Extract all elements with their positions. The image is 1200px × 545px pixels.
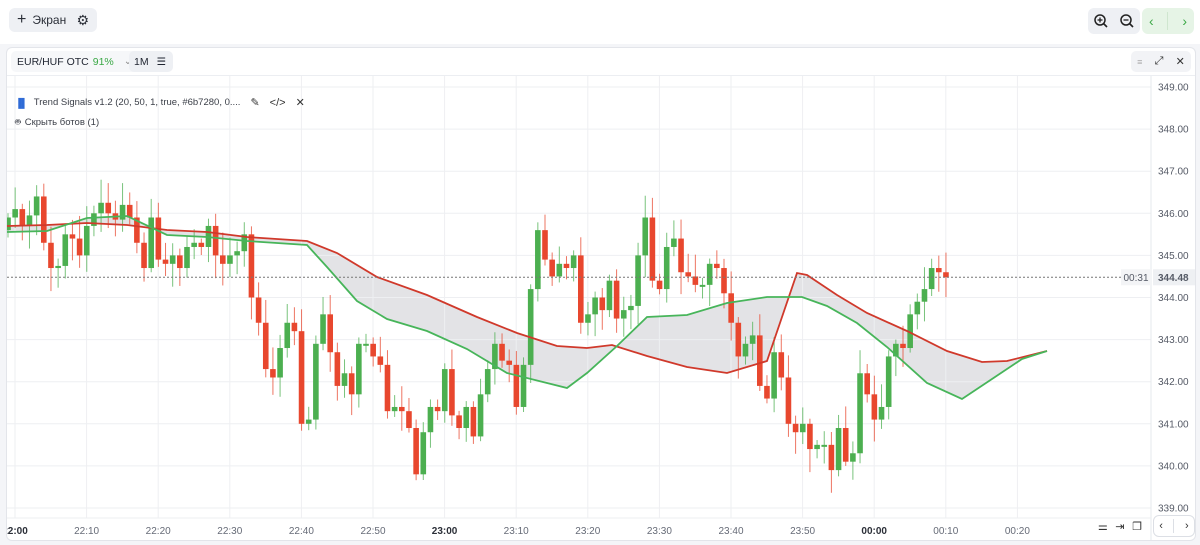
svg-text:343.00: 343.00 [1158,335,1189,346]
symbol-name: EUR/HUF OTC [17,55,89,68]
divider [1167,12,1169,30]
symbol-selector[interactable]: EUR/HUF OTC 91% ⌄ [11,51,139,72]
svg-text:348.00: 348.00 [1158,125,1189,136]
add-screen-label: Экран [32,13,67,27]
timeframe-selector[interactable]: 1M ☰ [129,51,173,72]
gear-icon[interactable]: ⚙ [76,11,89,28]
indicator-label: Trend Signals v1.2 (20, 50, 1, true, #6b… [33,97,241,108]
chart-nav-controls: ‹ › [1142,8,1194,34]
menu-icon: ☰ [156,55,167,68]
svg-text:00:31: 00:31 [1123,273,1148,284]
hide-bots-toggle[interactable]: 🤖︎ Скрыть ботов (1) [15,115,99,129]
svg-text:23:00: 23:00 [432,526,458,537]
remove-indicator-icon[interactable]: ✕ [295,97,305,109]
svg-text:22:00: 22:00 [7,526,28,537]
zoom-in-icon[interactable] [1093,13,1109,29]
chart-panel: 349.00 348.00 347.00 346.00 345.00 344.00 343.… [6,47,1196,541]
svg-text:342.00: 342.00 [1158,377,1189,388]
svg-text:00:00: 00:00 [861,526,887,537]
svg-text:344.00: 344.00 [1158,293,1189,304]
svg-text:341.00: 341.00 [1158,419,1189,430]
svg-text:23:40: 23:40 [718,526,743,537]
indicator-legend: ▐▌ Trend Signals v1.2 (20, 50, 1, true, … [15,96,305,110]
timeframe-label: 1M [134,55,149,68]
plus-icon: + [17,11,27,28]
svg-text:00:10: 00:10 [933,526,958,537]
svg-text:344.48: 344.48 [1158,273,1189,284]
scroll-to-end-icon[interactable]: ⇥ [1115,520,1125,533]
zoom-out-icon[interactable] [1119,13,1135,29]
svg-text:23:50: 23:50 [790,526,815,537]
svg-text:23:20: 23:20 [575,526,600,537]
expand-icon[interactable]: ⤢ [1154,55,1164,67]
hide-bots-label: Скрыть ботов (1) [24,116,100,128]
svg-text:345.00: 345.00 [1158,251,1189,262]
zoom-controls [1088,8,1140,34]
svg-text:22:30: 22:30 [217,526,242,537]
close-icon[interactable]: ✕ [1175,56,1185,68]
svg-text:22:50: 22:50 [360,526,385,537]
payout-percent: 91% [92,55,114,68]
svg-text:339.00: 339.00 [1158,504,1189,515]
svg-text:22:20: 22:20 [146,526,171,537]
list-icon[interactable]: ≡ [1137,56,1143,67]
svg-text:23:30: 23:30 [647,526,672,537]
indicator-chart-icon: ▐▌ [15,97,28,108]
svg-text:22:10: 22:10 [74,526,99,537]
scroll-right-icon[interactable]: › [1185,520,1189,532]
svg-text:22:40: 22:40 [289,526,314,537]
chevron-left-icon[interactable]: ‹ [1148,13,1154,29]
panel-tools: ≡ ⤢ ✕ [1131,51,1191,72]
chevron-down-icon: ⌄ [123,56,133,67]
settings-sliders-icon[interactable]: ⚌ [1097,520,1108,533]
svg-text:347.00: 347.00 [1158,167,1189,178]
copy-icon[interactable]: ❐ [1132,520,1143,533]
edit-icon[interactable]: ✎ [250,97,260,109]
time-nav: ‹ › [1153,515,1195,537]
svg-text:340.00: 340.00 [1158,461,1189,472]
bottom-tools: ⚌ ⇥ ❐ [1094,515,1146,537]
top-toolbar: + Экран ⚙ ‹ › [0,0,1200,44]
svg-text:349.00: 349.00 [1158,83,1189,94]
svg-text:00:20: 00:20 [1005,526,1030,537]
add-screen-button[interactable]: + Экран ⚙ [9,8,97,32]
svg-text:346.00: 346.00 [1158,209,1189,220]
divider [1173,519,1175,533]
scroll-left-icon[interactable]: ‹ [1159,520,1163,532]
chart-header: EUR/HUF OTC 91% ⌄ 1M ☰ ≡ ⤢ ✕ [7,48,1195,76]
code-icon[interactable]: </> [269,96,286,109]
candlestick-chart[interactable]: 349.00 348.00 347.00 346.00 345.00 344.00 343.… [7,48,1196,541]
svg-text:23:10: 23:10 [504,526,529,537]
robot-icon: 🤖︎ [15,117,21,128]
chevron-right-icon[interactable]: › [1182,13,1188,29]
